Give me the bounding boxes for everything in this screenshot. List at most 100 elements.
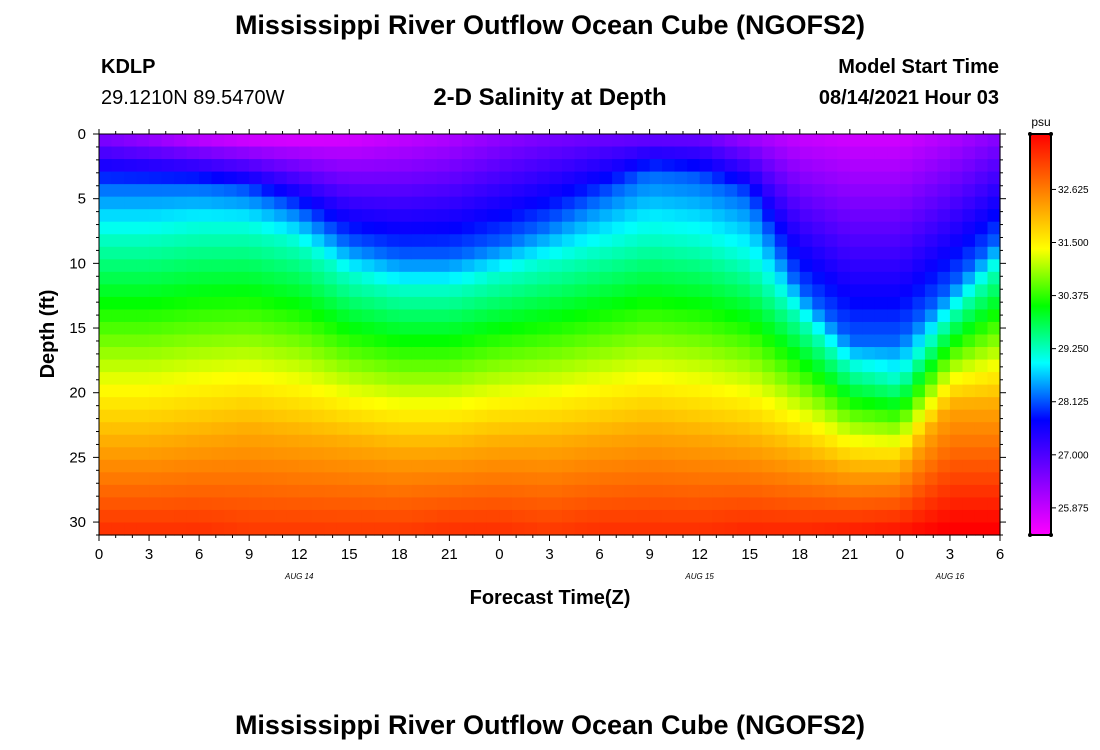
heatmap-cell: [436, 509, 450, 524]
heatmap-cell: [149, 221, 163, 235]
heatmap-cell: [612, 234, 626, 248]
heatmap-cell: [612, 409, 626, 423]
heatmap-cell: [712, 246, 726, 260]
heatmap-cell: [749, 347, 763, 361]
heatmap-cell: [749, 259, 763, 273]
heatmap-cell: [549, 409, 563, 423]
heatmap-cell: [562, 159, 576, 173]
heatmap-cell: [862, 159, 876, 173]
heatmap-cell: [474, 459, 488, 473]
heatmap-cell: [174, 422, 188, 436]
heatmap-cell: [449, 359, 463, 373]
heatmap-cell: [699, 284, 713, 298]
heatmap-cell: [799, 384, 813, 398]
heatmap-cell: [236, 134, 250, 148]
heatmap-cell: [687, 296, 701, 311]
heatmap-cell: [812, 246, 826, 260]
heatmap-cell: [286, 259, 300, 273]
heatmap-cell: [862, 334, 876, 348]
heatmap-cell: [724, 509, 738, 524]
heatmap-cell: [511, 271, 526, 285]
heatmap-cell: [637, 184, 651, 198]
heatmap-cell: [674, 196, 688, 210]
heatmap-cell: [399, 359, 413, 373]
heatmap-cell: [949, 409, 964, 423]
heatmap-cell: [286, 196, 300, 210]
heatmap-cell: [812, 372, 826, 386]
heatmap-cell: [674, 134, 688, 148]
heatmap-cell: [199, 134, 213, 148]
heatmap-cell: [124, 134, 138, 148]
heatmap-cell: [549, 321, 563, 336]
heatmap-cell: [499, 347, 513, 361]
heatmap-cell: [849, 509, 863, 524]
heatmap-cell: [224, 509, 238, 524]
heatmap-cell: [899, 296, 913, 311]
heatmap-cell: [274, 334, 288, 348]
heatmap-cell: [599, 422, 613, 436]
heatmap-cell: [587, 372, 601, 386]
heatmap-cell: [486, 221, 501, 235]
heatmap-cell: [436, 296, 450, 311]
x-tick-label: 12: [691, 546, 708, 563]
heatmap-cell: [612, 522, 626, 536]
heatmap-cell: [436, 159, 450, 173]
heatmap-cell: [674, 484, 688, 499]
heatmap-cell: [674, 347, 688, 361]
heatmap-cell: [974, 321, 989, 336]
heatmap-cell: [136, 422, 150, 436]
heatmap-cell: [937, 309, 951, 323]
heatmap-cell: [124, 347, 138, 361]
heatmap-cell: [699, 484, 713, 499]
heatmap-cell: [386, 259, 400, 273]
heatmap-cell: [649, 384, 663, 398]
heatmap-cell: [887, 372, 901, 386]
heatmap-cell: [912, 309, 926, 323]
heatmap-cell: [949, 259, 964, 273]
heatmap-cell: [461, 309, 476, 323]
colorbar-tick-label: 30.375: [1058, 291, 1089, 302]
heatmap-cell: [549, 134, 563, 148]
heatmap-cell: [924, 422, 939, 436]
heatmap-cell: [887, 522, 901, 536]
heatmap-cell: [799, 234, 813, 248]
heatmap-cell: [774, 447, 788, 461]
heatmap-cell: [461, 234, 476, 248]
heatmap-cell: [186, 271, 200, 285]
heatmap-cell: [862, 372, 876, 386]
heatmap-cell: [136, 472, 150, 486]
heatmap-cell: [737, 184, 751, 198]
heatmap-cell: [812, 384, 826, 398]
heatmap-cell: [574, 347, 588, 361]
heatmap-cell: [386, 159, 400, 173]
heatmap-cell: [511, 472, 526, 486]
heatmap-cell: [186, 221, 200, 235]
footer-title: Mississippi River Outflow Ocean Cube (NG…: [234, 710, 866, 740]
heatmap-cell: [449, 309, 463, 323]
heatmap-cell: [574, 309, 588, 323]
heatmap-cell: [587, 246, 601, 260]
heatmap-cell: [399, 522, 413, 536]
heatmap-cell: [361, 321, 375, 336]
heatmap-cell: [524, 372, 538, 386]
heatmap-cell: [274, 359, 288, 373]
heatmap-cell: [461, 359, 476, 373]
heatmap-cell: [449, 347, 463, 361]
heatmap-cell: [787, 234, 801, 248]
heatmap-cell: [874, 159, 888, 173]
heatmap-cell: [924, 447, 939, 461]
heatmap-cell: [699, 159, 713, 173]
heatmap-cell: [486, 347, 501, 361]
heatmap-cell: [599, 309, 613, 323]
heatmap-cell: [962, 434, 976, 448]
heatmap-cell: [111, 321, 125, 336]
heatmap-cell: [236, 447, 250, 461]
heatmap-cell: [274, 309, 288, 323]
heatmap-cell: [774, 397, 788, 411]
heatmap-cell: [874, 321, 888, 336]
heatmap-cell: [449, 434, 463, 448]
heatmap-cell: [687, 522, 701, 536]
heatmap-cell: [236, 209, 250, 223]
heatmap-cell: [874, 509, 888, 524]
heatmap-cell: [236, 434, 250, 448]
